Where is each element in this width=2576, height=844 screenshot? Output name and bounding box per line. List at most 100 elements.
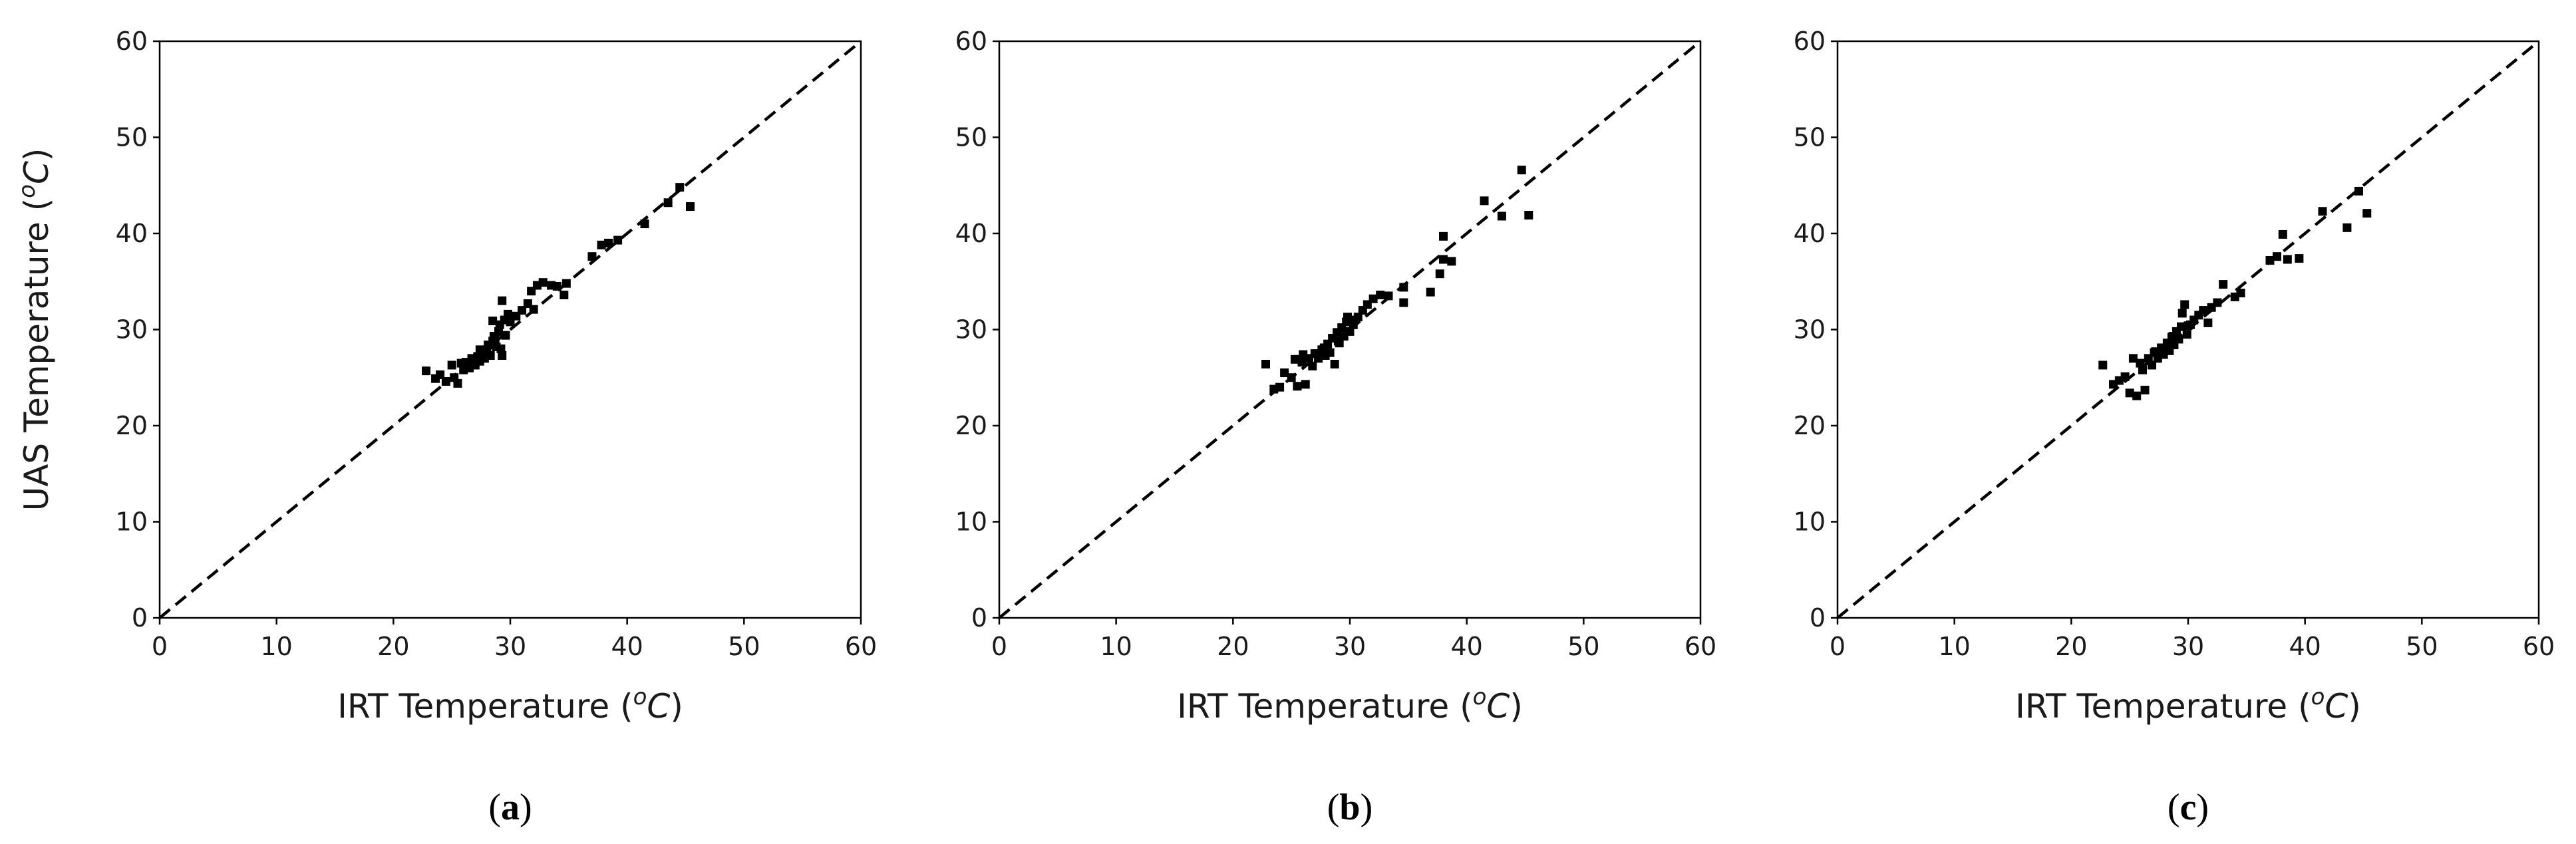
- data-point: [1319, 343, 1329, 352]
- y-axis-label-unit-letter: C: [17, 161, 56, 184]
- reference-line-1to1: [158, 40, 862, 619]
- data-point: [1435, 269, 1444, 279]
- data-point: [2148, 360, 2157, 370]
- data-point: [1368, 294, 1378, 303]
- data-point: [1376, 290, 1385, 299]
- x-tick-label: 60: [1685, 632, 1716, 661]
- x-tick-label: 0: [1830, 632, 1846, 661]
- panel-label-letter: c: [2180, 787, 2197, 828]
- y-tick-label: 40: [1794, 219, 1826, 248]
- data-point: [2342, 223, 2352, 232]
- data-point: [447, 360, 456, 370]
- data-point: [2203, 318, 2213, 327]
- x-tick-label: 60: [845, 632, 877, 661]
- data-point: [2138, 365, 2147, 374]
- data-point: [1308, 361, 1317, 370]
- data-point: [560, 290, 569, 299]
- y-tick-label: 40: [955, 219, 987, 248]
- data-point: [2183, 321, 2193, 331]
- x-axis-label: IRT Temperature (oC): [2015, 684, 2361, 726]
- y-axis-label: UAS Temperature (oC): [14, 148, 56, 511]
- x-tick-label: 40: [611, 632, 643, 661]
- data-point: [1330, 360, 1339, 369]
- data-point: [1299, 350, 1308, 359]
- x-tick-label: 30: [1334, 632, 1366, 661]
- data-point: [2295, 254, 2304, 263]
- data-point: [498, 351, 507, 360]
- data-point: [2180, 300, 2189, 309]
- data-point: [503, 309, 512, 319]
- data-point: [2120, 372, 2130, 381]
- data-point: [2283, 255, 2292, 264]
- data-point: [2140, 386, 2150, 395]
- data-point: [529, 305, 538, 314]
- data-point: [538, 278, 548, 287]
- y-tick-label: 60: [1794, 27, 1826, 56]
- data-point: [597, 240, 606, 249]
- scatter-panel-c: 0 10 20 30 40 50 60 0 10 20 30 40 50 60 IRT Temperatur…: [1794, 27, 2555, 828]
- data-point: [496, 344, 506, 353]
- y-tick-label: 40: [116, 219, 148, 248]
- data-point: [1426, 287, 1435, 297]
- data-point: [501, 331, 510, 340]
- data-point: [1301, 380, 1310, 389]
- x-axis-label-paren-close: ): [670, 687, 683, 726]
- data-point: [2136, 358, 2145, 368]
- x-tick-label: 20: [1217, 632, 1249, 661]
- data-point: [441, 377, 450, 386]
- data-point: [1384, 291, 1393, 301]
- data-point: [1348, 315, 1357, 325]
- data-point: [490, 335, 500, 344]
- data-point: [2132, 391, 2142, 400]
- data-point: [2098, 360, 2108, 370]
- panel-label-letter: a: [501, 787, 520, 828]
- y-tick-label: 0: [132, 603, 148, 633]
- y-tick-label: 20: [116, 411, 148, 440]
- data-point: [2354, 186, 2363, 196]
- y-tick-label: 20: [955, 411, 987, 440]
- data-point: [422, 366, 431, 376]
- data-point: [1280, 368, 1289, 378]
- x-axis-label-paren-close: ): [1510, 687, 1523, 726]
- y-tick-label: 50: [1794, 123, 1826, 152]
- data-point: [640, 219, 649, 229]
- y-tick-label: 20: [1794, 411, 1826, 440]
- data-point: [1524, 211, 1533, 220]
- x-axis-label-text: IRT Temperature: [1177, 687, 1449, 726]
- y-tick-label: 10: [1794, 507, 1826, 537]
- panel-label-close: ): [2196, 787, 2209, 828]
- x-tick-label: 50: [1567, 632, 1599, 661]
- y-tick-label: 50: [116, 123, 148, 152]
- panel-label-close: ): [520, 787, 532, 828]
- y-tick-label: 50: [955, 123, 987, 152]
- data-point: [467, 354, 476, 363]
- x-tick-label: 30: [494, 632, 526, 661]
- data-point: [2213, 298, 2222, 307]
- y-axis-label-paren-open: (: [17, 198, 56, 221]
- y-tick-label: 60: [955, 27, 987, 56]
- x-axis-label-unit-letter: C: [1486, 687, 1510, 726]
- x-axis-label-text: IRT Temperature: [337, 687, 609, 726]
- data-point: [2151, 347, 2160, 356]
- x-tick-label: 60: [2523, 632, 2555, 661]
- data-point: [1439, 255, 1448, 264]
- data-point: [2318, 207, 2327, 216]
- x-tick-label: 10: [1100, 632, 1132, 661]
- data-point: [2265, 255, 2275, 265]
- panel-label-open: (: [2168, 787, 2180, 828]
- y-tick-label: 10: [116, 507, 148, 537]
- data-point: [1290, 354, 1299, 364]
- data-point: [1497, 211, 1506, 221]
- y-axis-label-unit-degree: o: [14, 184, 41, 198]
- x-tick-label: 10: [1938, 632, 1970, 661]
- x-axis-label-unit-degree: o: [2311, 684, 2325, 710]
- data-point: [675, 183, 685, 192]
- data-point: [1345, 327, 1355, 336]
- data-point: [2168, 332, 2177, 341]
- data-point: [1333, 337, 1343, 346]
- data-point: [1399, 283, 1408, 292]
- x-tick-label: 0: [991, 632, 1007, 661]
- y-tick-label: 30: [116, 315, 148, 345]
- panel-label: (b): [1327, 787, 1372, 828]
- data-point: [1297, 358, 1307, 367]
